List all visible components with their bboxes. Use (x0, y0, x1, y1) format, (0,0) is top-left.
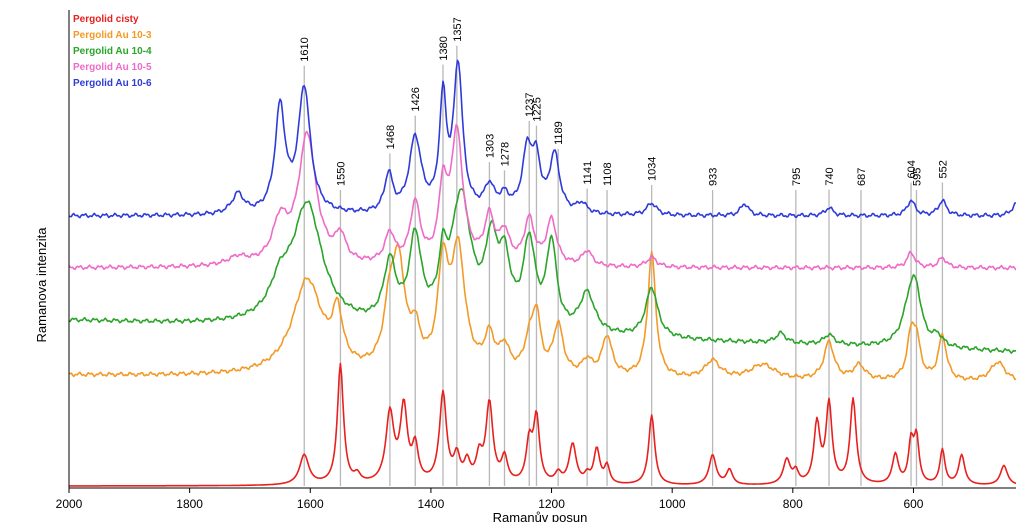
y-axis-title: Ramanova intenzita (34, 227, 49, 343)
axes (68, 10, 1016, 489)
legend-entry-1: Pergolid Au 10-3 (73, 30, 152, 41)
x-axis-ticks: 2000 1800 1600 1400 1200 1000 800 600 (56, 488, 924, 511)
x-tick-label-2000: 2000 (56, 497, 83, 511)
peak-label-795: 795 (791, 168, 803, 186)
peak-label-595: 595 (911, 168, 923, 186)
peak-label-1237: 1237 (524, 92, 536, 116)
peak-marker-lines (303, 45, 944, 486)
peak-label-740: 740 (824, 167, 836, 185)
peak-label-1141: 1141 (582, 161, 594, 185)
peak-label-604: 604 (906, 160, 918, 178)
peak-label-1610: 1610 (299, 37, 311, 61)
spectrum-line-4 (68, 59, 1016, 219)
spectra-series (68, 59, 1016, 487)
peak-label-1426: 1426 (410, 87, 422, 111)
peak-label-552: 552 (937, 160, 949, 178)
peak-label-1278: 1278 (499, 142, 511, 166)
peak-label-687: 687 (856, 168, 868, 186)
legend: Pergolid cisty Pergolid Au 10-3 Pergolid A… (73, 14, 152, 89)
x-axis-title: Ramanův posun (493, 510, 588, 522)
legend-entry-2: Pergolid Au 10-4 (73, 46, 152, 57)
peak-label-1225: 1225 (531, 97, 543, 121)
spectrum-line-0 (69, 362, 1016, 487)
x-tick-label-1200: 1200 (538, 497, 565, 511)
peak-label-933: 933 (708, 168, 720, 186)
x-tick-label-1400: 1400 (418, 497, 445, 511)
peak-label-1468: 1468 (385, 125, 397, 149)
spectrum-line-2 (68, 188, 1016, 354)
peak-label-1034: 1034 (647, 157, 659, 181)
x-tick-label-1000: 1000 (659, 497, 686, 511)
peak-label-1550: 1550 (335, 162, 347, 186)
peak-label-1380: 1380 (438, 36, 450, 60)
spectrum-line-1 (68, 235, 1016, 381)
legend-entry-3: Pergolid Au 10-5 (73, 62, 152, 73)
legend-entry-0: Pergolid cisty (73, 14, 139, 25)
peak-label-1357: 1357 (452, 17, 464, 41)
x-tick-label-800: 800 (783, 497, 803, 511)
peak-label-1108: 1108 (602, 162, 614, 186)
x-tick-label-1800: 1800 (176, 497, 203, 511)
spectrum-line-3 (68, 123, 1016, 271)
peak-label-1303: 1303 (484, 134, 496, 158)
legend-entry-4: Pergolid Au 10-6 (73, 78, 152, 89)
x-tick-label-1600: 1600 (297, 497, 324, 511)
peak-label-1189: 1189 (553, 121, 565, 145)
x-tick-label-600: 600 (903, 497, 923, 511)
